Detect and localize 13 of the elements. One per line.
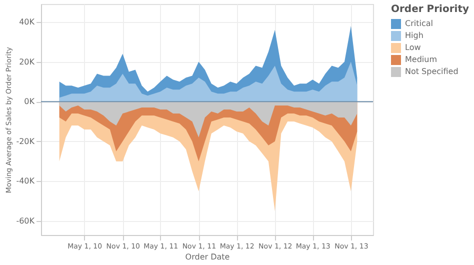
y-tick-label: -20K <box>16 136 36 146</box>
y-tick-label: 0K <box>24 97 36 106</box>
legend-label: High <box>405 31 424 40</box>
y-tick-label: -60K <box>16 216 36 226</box>
y-tick-label: -40K <box>16 176 36 186</box>
legend-label: Critical <box>405 19 433 28</box>
y-tick-label: 40K <box>19 17 36 26</box>
legend-label: Not Specified <box>405 67 458 76</box>
x-axis-title: Order Date <box>185 252 230 262</box>
legend-title: Order Priority <box>391 4 470 15</box>
y-tick-label: 20K <box>19 57 36 66</box>
legend-label: Medium <box>405 55 438 64</box>
legend-label: Low <box>405 43 422 52</box>
